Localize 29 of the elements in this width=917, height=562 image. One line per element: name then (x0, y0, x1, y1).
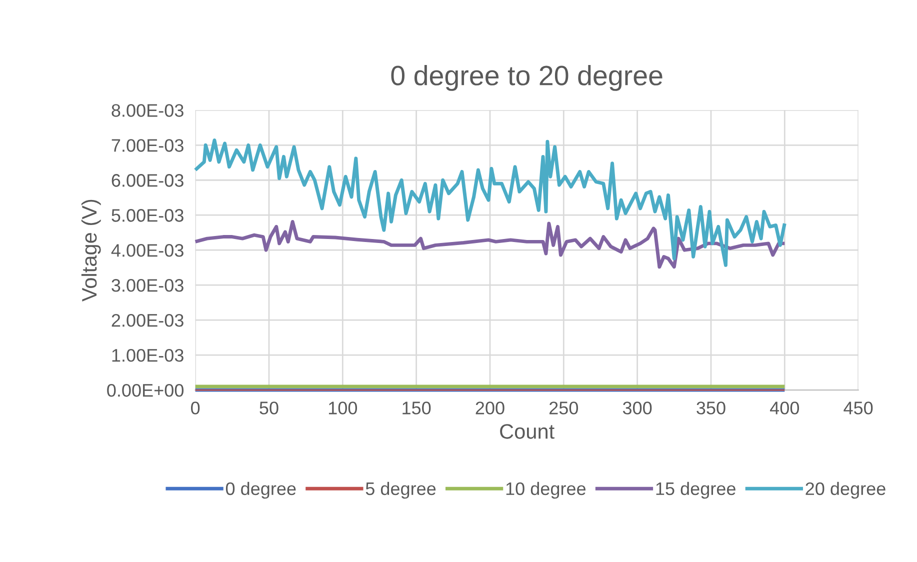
y-tick-label: 0.00E+00 (107, 384, 184, 397)
y-tick-label: 1.00E-03 (112, 348, 184, 362)
x-tick-label: 200 (476, 402, 504, 414)
y-tick-label: 2.00E-03 (112, 314, 184, 327)
y-tick-label: 5.00E-03 (112, 209, 184, 222)
legend-label: 10 degree (506, 482, 586, 499)
legend-label: 20 degree (806, 482, 886, 499)
x-tick-label: 100 (328, 402, 358, 414)
legend-label: 0 degree (226, 482, 296, 499)
line-series (194, 220, 786, 269)
x-tick-label: 150 (402, 402, 431, 414)
y-tick-label: 4.00E-03 (111, 244, 184, 257)
y-tick-label: 7.00E-03 (112, 139, 184, 152)
line-series (194, 138, 786, 267)
x-tick-label: 50 (260, 402, 278, 414)
y-tick-label: 3.00E-03 (112, 279, 184, 292)
y-tick-label: 6.00E-03 (112, 174, 184, 187)
x-tick-label: 400 (770, 402, 800, 414)
x-axis-title: Count (500, 424, 554, 439)
x-tick-label: 450 (844, 402, 873, 414)
x-tick-label: 0 (191, 402, 200, 414)
legend-label: 5 degree (366, 482, 436, 499)
x-tick-label: 300 (622, 402, 652, 414)
y-axis-title: Voltage (V) (81, 200, 101, 302)
chart-title: 0 degree to 20 degree (391, 65, 662, 91)
x-tick-label: 350 (696, 402, 726, 414)
x-tick-label: 250 (549, 402, 578, 414)
legend-label: 15 degree (656, 482, 736, 499)
y-tick-label: 8.00E-03 (112, 104, 184, 117)
